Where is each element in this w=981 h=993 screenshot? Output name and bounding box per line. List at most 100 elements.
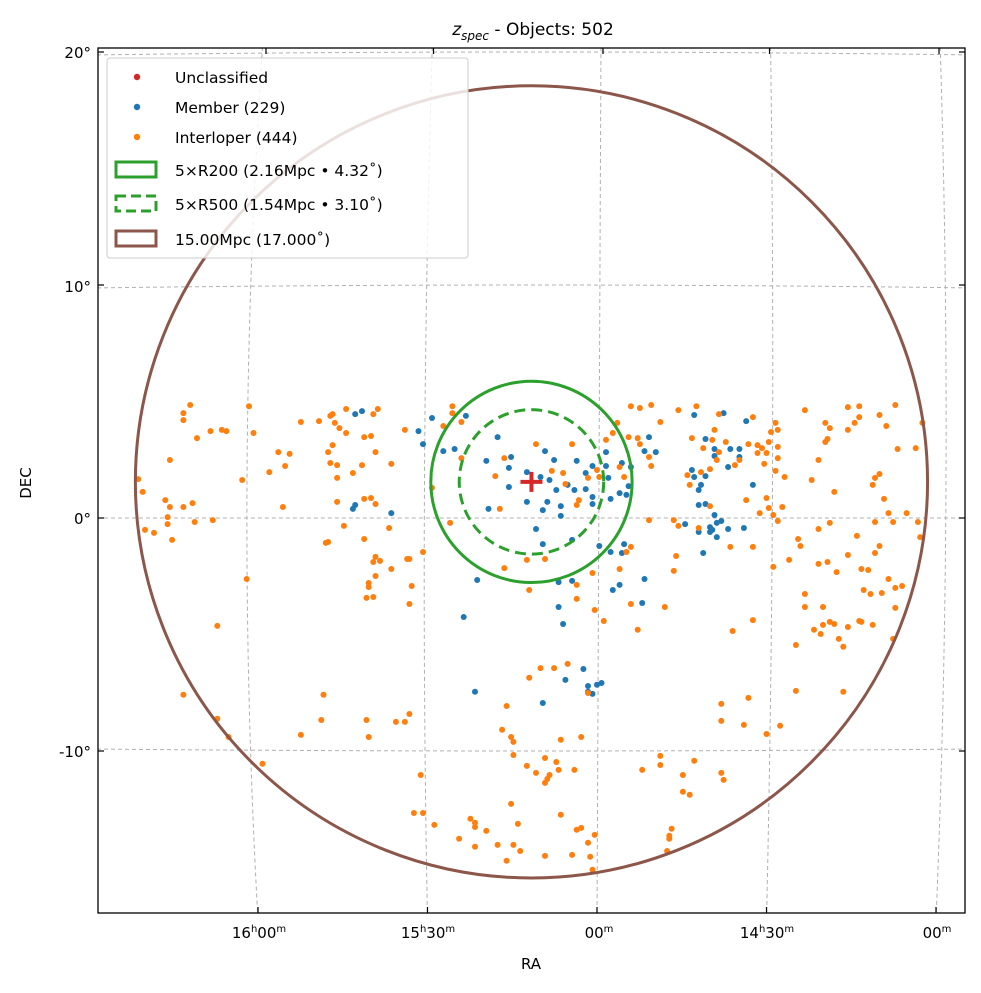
interloper-point [754,450,761,456]
interloper-point [869,621,876,628]
interloper-point [573,581,580,588]
interloper-point [853,532,860,539]
member-point [505,464,512,471]
interloper-point [609,430,616,436]
interloper-point [297,419,304,425]
15mpc-circle [133,84,930,880]
interloper-point [275,449,282,456]
interloper-point [151,529,157,536]
member-point [582,470,589,476]
interloper-point [501,455,508,462]
interloper-point [573,826,580,833]
member-point [727,446,734,452]
member-point [639,600,646,606]
member-point [388,510,395,517]
interloper-point [180,417,187,424]
interloper-point [526,587,533,593]
interloper-point [675,407,682,414]
interloper-point [720,776,727,783]
interloper-point [329,411,336,418]
interloper-point [872,519,878,525]
interloper-point [759,445,765,452]
member-point [618,550,625,556]
member-point [537,474,544,480]
interloper-point [594,467,600,473]
interloper-point [266,469,273,476]
interloper-point [765,505,772,511]
interloper-point [569,851,576,858]
interloper-point [343,406,350,412]
member-point [713,534,720,541]
interloper-point [833,569,840,576]
member-point [462,412,469,419]
interloper-point [282,463,289,469]
interloper-point [684,472,691,479]
interloper-point [627,403,634,410]
member-point [551,457,558,463]
interloper-point [243,576,250,582]
interloper-point [368,433,374,439]
interloper-point [449,410,456,417]
interloper-point [623,549,630,555]
interloper-point [537,665,544,672]
member-point [589,690,596,697]
interloper-point [792,642,799,648]
interloper-point [417,772,424,778]
interloper-point [340,522,347,529]
interloper-point [636,405,643,411]
interloper-point [729,628,736,634]
interloper-point [820,621,826,628]
interloper-point [523,556,530,563]
legend-label-member: Member (229) [175,99,285,117]
interloper-point [372,449,379,456]
member-point [505,484,512,490]
grid-lines [98,48,965,913]
interloper-point [458,455,465,462]
member-point [589,501,596,507]
interloper-point [858,566,865,572]
interloper-point [639,766,646,773]
interloper-point [781,474,788,480]
interloper-point [575,497,582,504]
interloper-point [627,601,634,607]
interloper-point [510,752,517,758]
member-point [460,614,467,620]
interloper-point [447,519,454,526]
interloper-point [815,526,822,532]
interloper-point [483,827,490,834]
interloper-point [749,414,756,421]
member-point [594,681,600,688]
interloper-point [768,429,774,435]
member-point [616,581,623,588]
interloper-point [792,687,799,694]
interloper-point [526,674,533,681]
member-point [698,481,704,488]
interloper-point [587,853,594,860]
ra-tick-label: 16h00m [232,924,286,942]
interloper-point [679,788,686,795]
interloper-point [361,536,368,542]
interloper-point [718,769,725,776]
interloper-point [557,811,564,818]
interloper-point [691,757,698,764]
interloper-point [668,825,675,832]
member-point [596,543,603,549]
interloper-point [388,460,395,467]
interloper-point [745,694,752,701]
cluster-center-cross [520,471,543,492]
member-point [539,507,546,514]
interloper-point [749,543,756,550]
member-point [736,446,743,452]
interloper-point [510,841,517,848]
interloper-point [831,621,838,627]
interloper-point [573,502,580,508]
interloper-point [560,470,567,476]
interloper-point [325,539,332,545]
interloper-point [589,866,596,873]
interloper-point [707,466,713,473]
legend-marker-r500 [114,194,158,213]
legend-label-15mpc: 15.00Mpc (17.000˚) [175,231,330,249]
member-point [603,449,609,456]
member-point [623,491,630,498]
interloper-point [514,820,521,827]
